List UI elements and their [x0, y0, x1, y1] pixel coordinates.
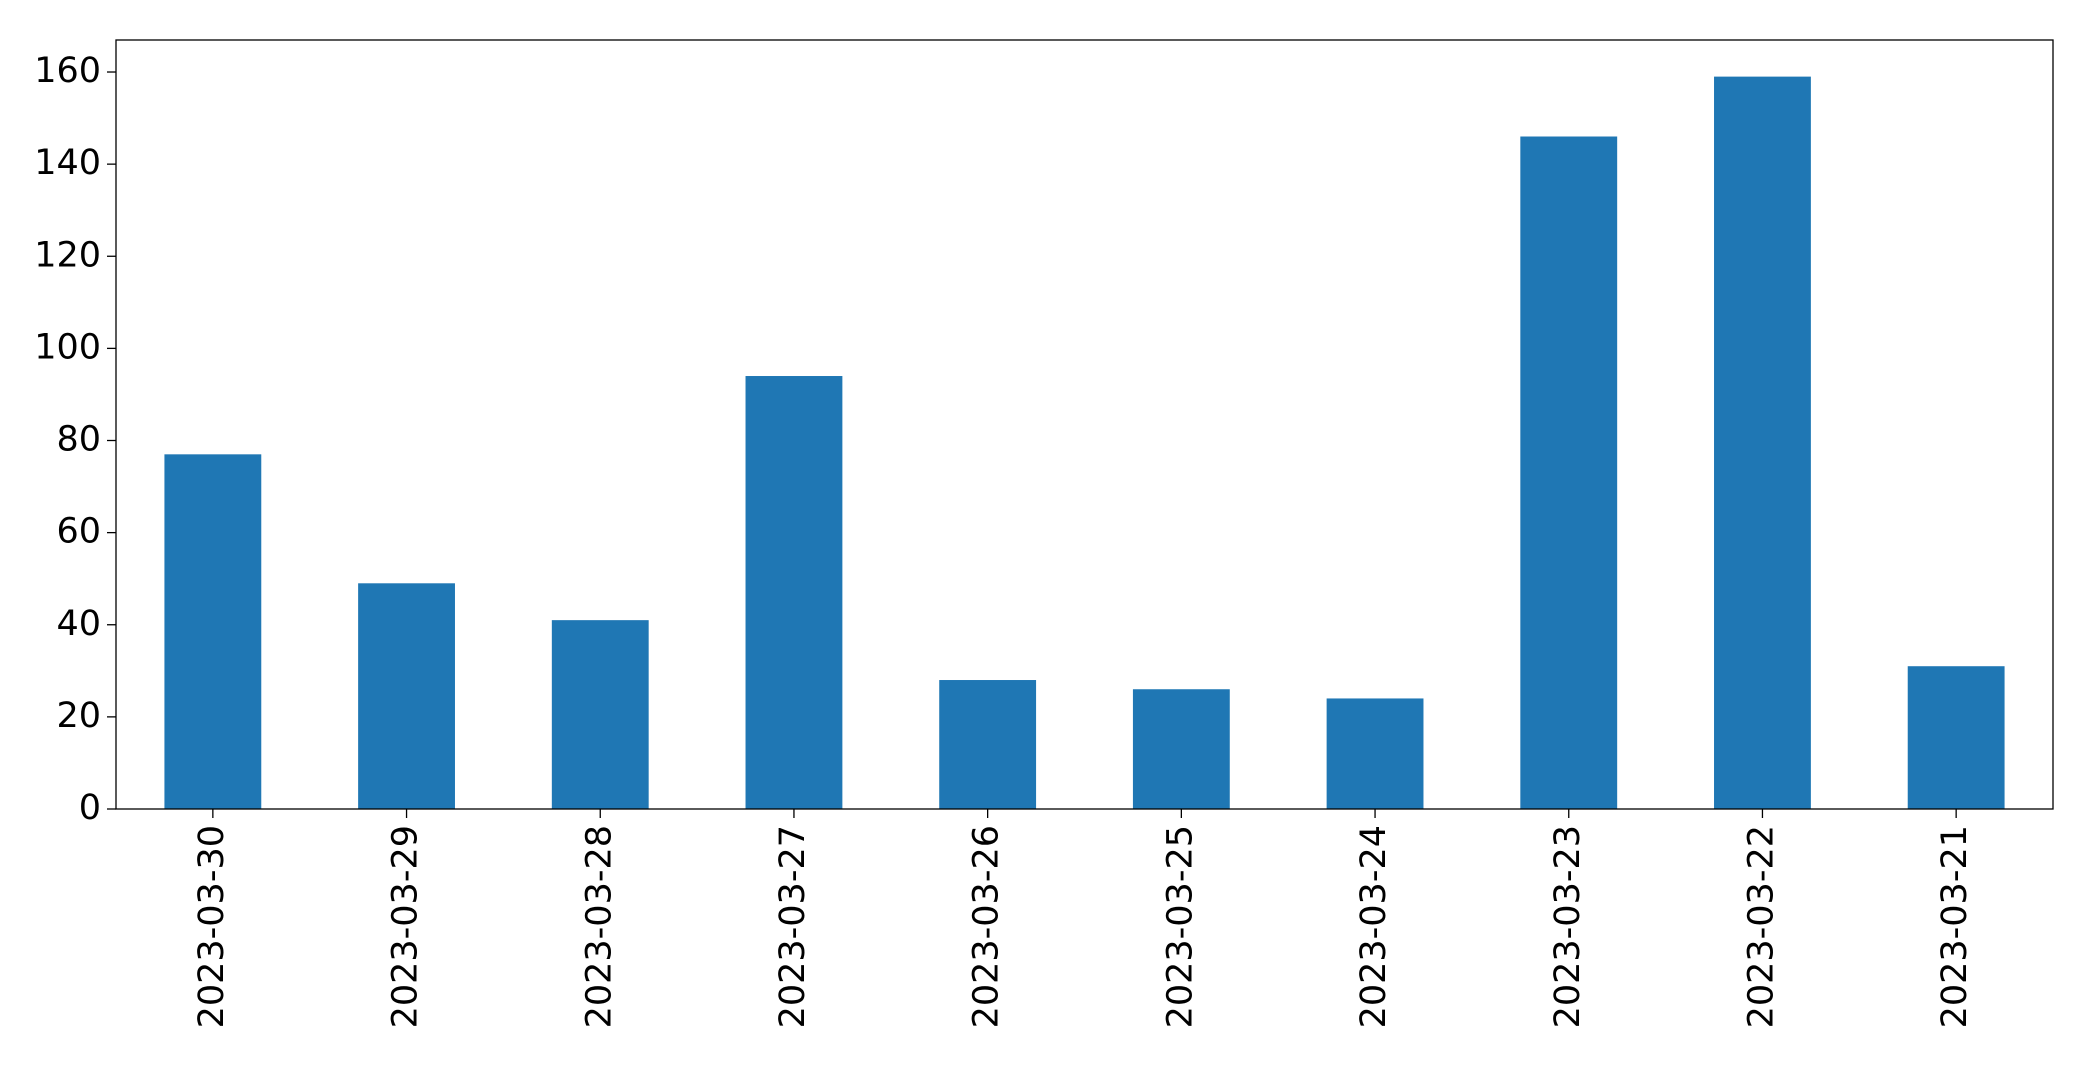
y-tick-label: 20: [56, 696, 101, 736]
bar: [939, 680, 1037, 809]
x-tick-label: 2023-03-26: [967, 825, 1007, 1028]
y-tick-label: 40: [56, 604, 101, 644]
bar: [1132, 689, 1230, 809]
x-tick-label: 2023-03-27: [773, 825, 813, 1028]
x-tick-label: 2023-03-23: [1548, 825, 1588, 1028]
x-tick-label: 2023-03-22: [1741, 825, 1781, 1028]
x-tick-label: 2023-03-30: [192, 825, 232, 1028]
x-tick-label: 2023-03-21: [1935, 825, 1975, 1028]
y-tick-label: 80: [56, 420, 101, 460]
bar: [1520, 136, 1618, 809]
x-tick-label: 2023-03-24: [1354, 825, 1394, 1028]
x-tick-label: 2023-03-28: [579, 825, 619, 1028]
y-tick-label: 120: [34, 235, 101, 275]
y-tick-label: 100: [34, 327, 101, 367]
x-tick-label: 2023-03-29: [386, 825, 426, 1028]
bar: [1907, 666, 2005, 809]
y-tick-label: 60: [56, 512, 101, 552]
y-tick-label: 140: [34, 143, 101, 183]
y-tick-label: 160: [34, 51, 101, 91]
bar: [551, 620, 649, 809]
bar: [1714, 76, 1811, 810]
plot-frame: [115, 39, 2054, 810]
y-tick-label: 0: [79, 788, 101, 828]
bar: [745, 376, 843, 809]
bar: [358, 583, 455, 809]
bar: [164, 454, 262, 809]
bar: [1326, 698, 1424, 809]
x-tick-label: 2023-03-25: [1160, 825, 1200, 1028]
